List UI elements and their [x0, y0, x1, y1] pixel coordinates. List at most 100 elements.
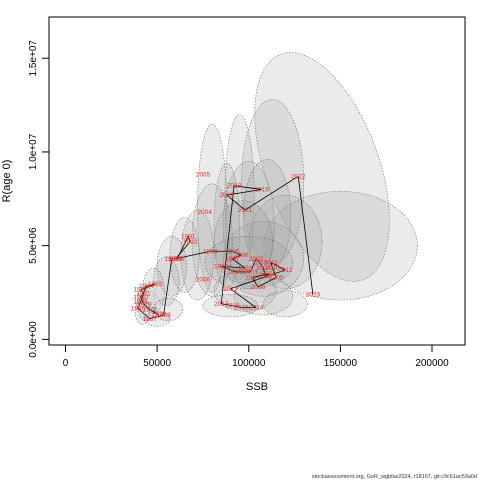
year-label: 2012 — [278, 267, 293, 274]
year-label: 1991 — [181, 233, 196, 240]
year-label: 1982 — [133, 287, 148, 294]
footer-credit: stockassessment.org, GoR_wgbfas2024, r18… — [312, 474, 477, 480]
uncertainty-ellipse — [213, 200, 273, 284]
uncertainty-ellipse — [143, 310, 171, 327]
year-label: 2021 — [238, 207, 253, 214]
year-label: 2006 — [196, 276, 211, 283]
trajectory-segment — [257, 277, 277, 288]
y-axis-title: R(age 0) — [1, 160, 13, 203]
trajectory-segment — [146, 283, 156, 287]
x-tick-label: 0 — [63, 358, 69, 369]
year-label: 2006 — [262, 271, 277, 278]
year-label: 2014 — [249, 305, 264, 312]
year-label: 1989 — [165, 256, 180, 263]
uncertainty-ellipse — [222, 220, 305, 297]
year-label: 1985 — [133, 299, 148, 306]
uncertainty-ellipse — [197, 123, 228, 293]
trajectory-segment — [232, 250, 242, 256]
uncertainty-ellipse — [142, 267, 165, 314]
y-tick-label: 1.0e+07 — [28, 133, 39, 170]
uncertainty-ellipses — [134, 52, 418, 327]
uncertainty-ellipse — [263, 191, 418, 301]
year-label: 1993 — [168, 256, 183, 263]
trajectory-segment — [270, 262, 273, 269]
x-tick-label: 100000 — [232, 358, 266, 369]
trajectory-segment — [137, 308, 151, 320]
trajectory-segment — [175, 250, 211, 260]
year-label: 2019 — [254, 186, 269, 193]
trajectory-segment — [220, 185, 235, 304]
y-tick-label: 5.0e+06 — [28, 227, 39, 264]
year-label: 2013 — [223, 286, 238, 293]
year-label: 2004 — [198, 209, 213, 216]
uncertainty-ellipse — [263, 290, 308, 318]
year-label: 1999 — [214, 263, 229, 270]
year-label: 1995 — [225, 248, 240, 255]
year-label: 1984 — [139, 283, 154, 290]
trajectory-segment — [144, 304, 151, 310]
uncertainty-ellipse — [191, 183, 233, 297]
trajectory-segment — [244, 175, 299, 211]
year-label: 2005 — [196, 171, 211, 178]
uncertainty-ellipse — [254, 52, 390, 282]
trajectory-segment — [140, 297, 145, 305]
trajectory-segment — [175, 241, 191, 260]
trajectory-segment — [230, 288, 257, 308]
trajectory-segment — [221, 265, 237, 273]
year-label: 2005 — [258, 273, 273, 280]
trajectory-segment — [140, 285, 147, 303]
year-label: 2008 — [251, 284, 266, 291]
trajectory-segment — [163, 258, 173, 316]
year-label: 2004 — [256, 265, 271, 272]
year-label: 1987 — [143, 316, 158, 323]
y-axis: 0.0e+00 5.0e+06 1.0e+07 1.5e+07 — [28, 40, 50, 358]
year-label: 2009 — [269, 275, 284, 282]
year-label: 1977 — [152, 312, 167, 319]
trajectory-segment — [255, 258, 261, 263]
x-axis-title: SSB — [246, 381, 268, 393]
year-label: 2016 — [225, 303, 240, 310]
year-label: 2017 — [214, 301, 229, 308]
year-label: 1992 — [183, 239, 198, 246]
trajectory-segment — [250, 258, 257, 273]
year-label: 1978 — [143, 306, 158, 313]
year-label: 1996 — [234, 252, 249, 259]
trajectory-segment — [252, 277, 259, 288]
year-label: 2010 — [265, 265, 280, 272]
trajectory-segment — [232, 258, 246, 269]
year-label: 1997 — [225, 256, 240, 263]
year-label: 1990 — [170, 256, 185, 263]
uncertainty-ellipse — [241, 99, 305, 265]
year-label: 2007 — [245, 275, 260, 282]
trajectory-segment — [297, 176, 314, 295]
year-label: 2002 — [249, 256, 264, 263]
y-tick-label: 0.0e+00 — [28, 321, 39, 358]
x-tick-label: 50000 — [143, 358, 171, 369]
year-label: 2018 — [227, 183, 242, 190]
trajectory-segment — [149, 309, 160, 316]
trajectory-segment — [149, 314, 164, 320]
trajectory-segment — [232, 305, 242, 308]
year-label: 1994 — [203, 248, 218, 255]
x-tick-label: 200000 — [415, 358, 449, 369]
trajectory-segment — [230, 269, 286, 290]
uncertainty-ellipse — [213, 269, 277, 312]
year-label: 2023 — [306, 291, 321, 298]
trajectory-segment — [234, 185, 262, 190]
uncertainty-ellipse — [169, 217, 200, 293]
trajectory-lines — [137, 175, 314, 320]
year-label: 1979 — [137, 302, 152, 309]
year-label: 1988 — [156, 312, 171, 319]
uncertainty-ellipse — [134, 297, 151, 325]
uncertainty-ellipse — [180, 209, 215, 301]
year-label: 2020 — [220, 192, 235, 199]
uncertainty-ellipse — [153, 256, 180, 306]
x-axis: 0 50000 100000 150000 200000 — [63, 344, 449, 369]
trajectory-segment — [140, 283, 156, 291]
year-label: 1986 — [131, 305, 146, 312]
uncertainty-ellipse — [153, 297, 184, 321]
trajectory-segment — [226, 189, 262, 196]
trajectory-segment — [270, 262, 286, 271]
year-label: 1980 — [133, 294, 148, 301]
